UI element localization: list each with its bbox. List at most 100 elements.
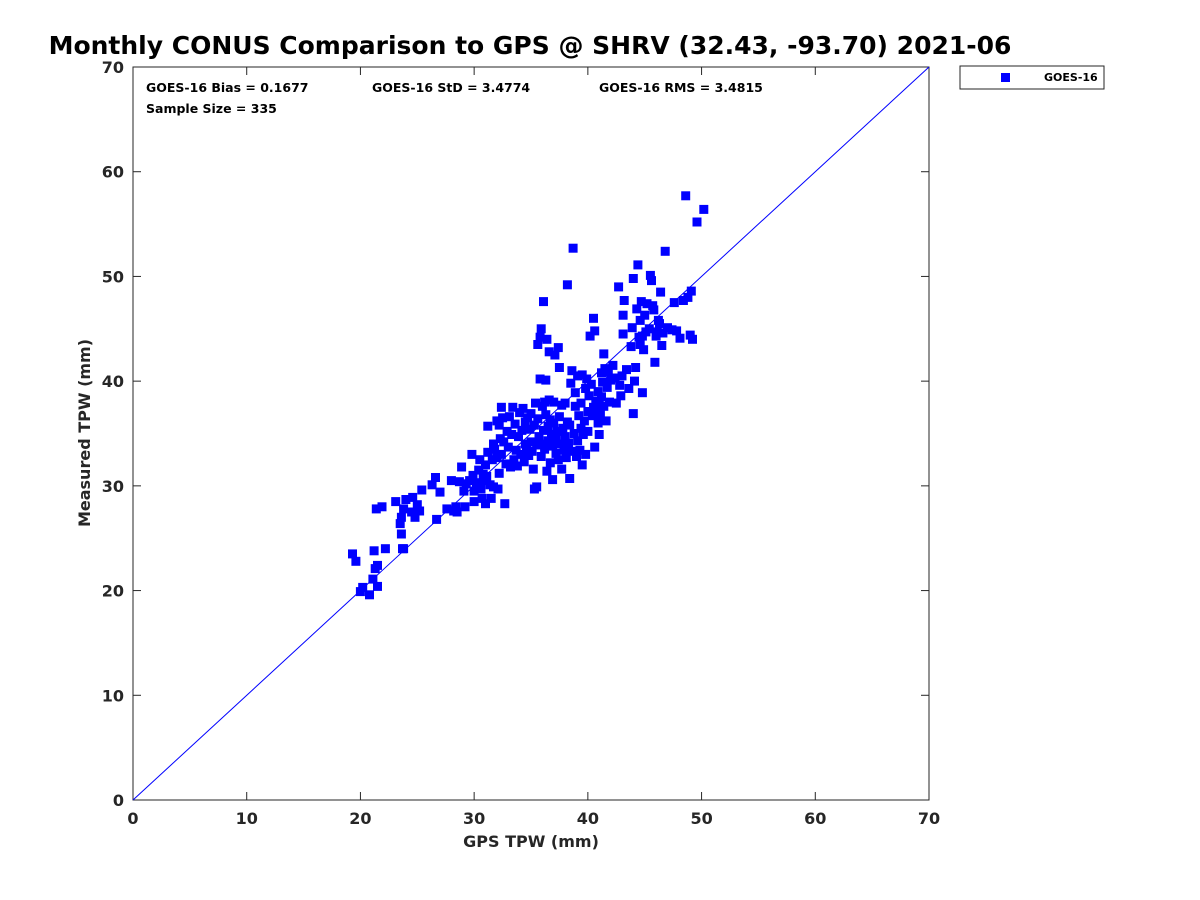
data-point [535, 332, 545, 342]
data-point [656, 287, 666, 297]
data-point [532, 482, 542, 492]
data-point [500, 499, 510, 509]
data-point [570, 388, 580, 398]
data-point [468, 470, 478, 480]
data-point [552, 426, 562, 436]
data-point [564, 438, 573, 448]
data-point [407, 507, 417, 517]
data-point [489, 439, 498, 449]
data-point [465, 476, 475, 486]
data-point [377, 502, 387, 512]
data-point [644, 324, 654, 334]
data-point [594, 399, 604, 409]
data-point [578, 430, 588, 439]
data-point [568, 243, 578, 253]
data-point [519, 457, 529, 467]
y-tick-label: 20 [102, 582, 124, 601]
stat-std: GOES-16 StD = 3.4774 [372, 80, 530, 95]
data-point [415, 506, 425, 516]
data-point [503, 442, 513, 452]
y-tick-label: 40 [102, 372, 124, 391]
data-point [597, 392, 606, 402]
data-point [573, 436, 583, 446]
data-point [486, 493, 496, 503]
data-point [602, 382, 612, 392]
legend-box [959, 65, 1105, 90]
x-tick-label: 30 [463, 809, 485, 828]
data-point [531, 398, 540, 408]
data-point [539, 425, 548, 435]
plot-frame [132, 66, 930, 801]
data-point [618, 310, 628, 320]
data-point [585, 331, 595, 341]
data-point [549, 397, 559, 407]
data-point [481, 499, 490, 509]
data-point [508, 402, 518, 412]
data-point [554, 412, 564, 422]
data-point [534, 432, 544, 442]
data-point [567, 366, 577, 376]
data-point [435, 487, 445, 497]
data-point [410, 512, 420, 522]
data-point [557, 464, 567, 474]
data-point [636, 297, 646, 307]
data-point [504, 412, 514, 422]
data-point [511, 445, 521, 455]
data-point [683, 292, 693, 302]
data-point [592, 404, 602, 414]
data-point [681, 191, 691, 201]
data-point [395, 519, 405, 529]
data-point [549, 418, 559, 428]
data-point [577, 460, 587, 470]
data-point [408, 492, 418, 502]
y-axis: 0 10 20 30 40 50 60 70 [102, 58, 929, 810]
data-point [493, 484, 503, 494]
chart-title: Monthly CONUS Comparison to GPS @ SHRV (… [49, 31, 1012, 60]
data-point [640, 310, 650, 320]
data-point [551, 434, 561, 444]
data-point [647, 276, 656, 286]
data-point [509, 455, 519, 465]
data-point [535, 374, 545, 384]
data-point [514, 432, 523, 442]
data-point [658, 328, 668, 338]
y-tick-label: 30 [102, 477, 124, 496]
data-point [617, 371, 627, 381]
data-point [543, 421, 553, 431]
data-point [544, 347, 554, 357]
data-point [619, 296, 629, 305]
data-point [601, 416, 611, 426]
data-point [517, 425, 527, 435]
data-point [608, 360, 618, 370]
data-point [558, 423, 568, 433]
data-point [593, 418, 603, 428]
data-point [481, 460, 490, 470]
data-point [565, 420, 575, 430]
data-point [610, 373, 620, 383]
data-point [581, 449, 591, 459]
data-point [569, 429, 579, 438]
data-point [442, 504, 452, 514]
data-point [550, 350, 560, 360]
data-point [540, 444, 550, 454]
data-point [487, 455, 497, 465]
data-point [630, 376, 639, 386]
data-point [496, 449, 506, 459]
data-point [510, 419, 520, 429]
data-point [586, 379, 596, 389]
data-point [527, 446, 537, 456]
data-point [351, 556, 361, 566]
data-point [506, 462, 515, 472]
data-point [532, 440, 542, 450]
data-point [417, 485, 427, 495]
data-point [594, 430, 604, 439]
data-point [542, 334, 552, 344]
data-point [371, 504, 381, 514]
data-point [622, 365, 631, 375]
data-point [533, 414, 543, 424]
data-point [498, 413, 508, 423]
data-point [579, 416, 589, 426]
data-point [526, 437, 536, 447]
data-point [460, 502, 470, 512]
